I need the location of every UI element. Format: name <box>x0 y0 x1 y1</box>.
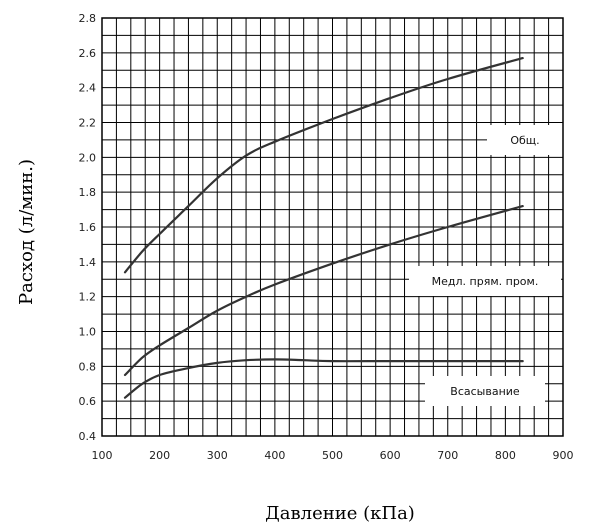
x-tick-label: 400 <box>264 449 285 462</box>
y-tick-label: 0.4 <box>79 430 97 443</box>
series-label: Медл. прям. пром. <box>432 275 539 288</box>
x-axis-title: Давление (кПа) <box>265 503 415 524</box>
grid <box>102 18 563 436</box>
x-tick-label: 900 <box>553 449 574 462</box>
series-label-box <box>425 376 545 406</box>
series-lines <box>123 57 524 399</box>
series-line <box>123 57 524 274</box>
y-tick-label: 1.2 <box>79 291 97 304</box>
y-tick-label: 2.4 <box>79 82 97 95</box>
y-tick-label: 0.8 <box>79 360 97 373</box>
series-label-box <box>487 125 563 155</box>
x-tick-label: 800 <box>495 449 516 462</box>
y-tick-label: 1.8 <box>79 186 97 199</box>
tick-labels: 100 200 300 400 500 600 700 800 900 0.4 0.6 0.8 1.0 1… <box>79 12 574 462</box>
y-tick-label: 1.4 <box>79 256 97 269</box>
y-axis-title: Расход (л/мин.) <box>16 159 37 305</box>
plot-frame <box>101 17 564 437</box>
series-line <box>123 205 524 377</box>
y-tick-label: 2.2 <box>79 117 97 130</box>
y-tick-label: 1.0 <box>79 326 97 339</box>
series-label-box <box>409 266 561 296</box>
series-line <box>123 358 524 399</box>
y-tick-label: 2.6 <box>79 47 97 60</box>
x-tick-label: 500 <box>322 449 343 462</box>
x-tick-label: 200 <box>149 449 170 462</box>
series-label: Всасывание <box>450 385 520 398</box>
x-tick-label: 600 <box>380 449 401 462</box>
y-tick-label: 2.8 <box>79 12 97 25</box>
x-tick-label: 700 <box>437 449 458 462</box>
x-tick-label: 300 <box>207 449 228 462</box>
y-tick-label: 0.6 <box>79 395 97 408</box>
y-tick-label: 1.6 <box>79 221 97 234</box>
series-labels: Общ. Медл. прям. пром. Всасывание <box>409 125 563 406</box>
x-tick-label: 100 <box>92 449 113 462</box>
series-label: Общ. <box>510 134 539 147</box>
y-tick-label: 2.0 <box>79 151 97 164</box>
